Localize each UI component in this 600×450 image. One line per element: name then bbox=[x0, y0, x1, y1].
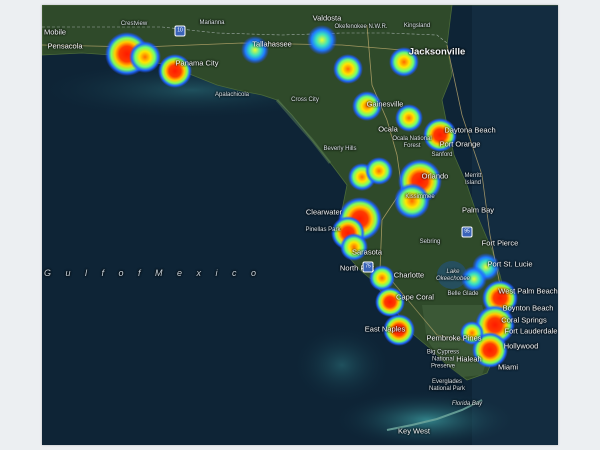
label-gulf-of-mexico: G u l f o f M e x i c o bbox=[44, 268, 263, 278]
label-big-cypress: Big Cypress National Preserve bbox=[426, 349, 460, 370]
label-west-palm-beach: West Palm Beach bbox=[498, 286, 558, 296]
label-panama-city: Panama City bbox=[175, 58, 219, 68]
hotspot-miami[interactable] bbox=[472, 332, 508, 368]
label-tallahassee: Tallahassee bbox=[252, 39, 292, 49]
hotspot-daytona-beach[interactable] bbox=[423, 118, 457, 152]
label-hollywood: Hollywood bbox=[503, 341, 539, 351]
hotspot-cape-coral[interactable] bbox=[375, 287, 405, 317]
label-gainesville: Gainesville bbox=[366, 99, 404, 109]
label-beverly-hills: Beverly Hills bbox=[323, 146, 357, 152]
label-east-naples: East Naples bbox=[364, 324, 406, 334]
hotspot-lake-city[interactable] bbox=[352, 91, 382, 121]
hotspot-naples[interactable] bbox=[383, 314, 415, 346]
label-sarasota: Sarasota bbox=[351, 247, 383, 257]
label-florida-bay: Florida Bay bbox=[451, 401, 483, 407]
hotspot-jacksonville[interactable] bbox=[389, 47, 419, 77]
hotspot-fort-myers[interactable] bbox=[369, 265, 395, 291]
highway-i75 bbox=[366, 24, 403, 271]
label-orlando: Orlando bbox=[421, 171, 449, 181]
label-kissimmee: Kissimmee bbox=[405, 194, 435, 200]
hotspot-valdosta[interactable] bbox=[307, 25, 337, 55]
hotspot-tallahassee[interactable] bbox=[241, 36, 269, 64]
label-lake-okeechobee: Lake Okeechobee bbox=[435, 269, 471, 282]
label-miami: Miami bbox=[498, 362, 518, 372]
label-port-st-lucie: Port St. Lucie bbox=[487, 259, 533, 269]
label-daytona-beach: Daytona Beach bbox=[444, 125, 496, 135]
label-pembroke-pines: Pembroke Pines bbox=[426, 333, 482, 343]
label-sebring: Sebring bbox=[419, 239, 441, 245]
label-fort-pierce: Fort Pierce bbox=[481, 238, 519, 248]
interstate-shield-icon: 10 bbox=[174, 25, 186, 37]
hotspot-sarasota[interactable] bbox=[340, 233, 368, 261]
label-hialeah: Hialeah bbox=[456, 354, 482, 364]
hotspot-kissimmee[interactable] bbox=[394, 183, 430, 219]
label-port-orange: Port Orange bbox=[439, 139, 481, 149]
label-okefenokee: Okefenokee N.W.R. bbox=[334, 24, 388, 30]
label-boynton-beach: Boynton Beach bbox=[502, 303, 554, 313]
label-key-west: Key West bbox=[398, 426, 430, 436]
map-frame[interactable]: Mobile Pensacola Crestview Marianna Pana… bbox=[42, 5, 558, 445]
hotspot-pensacola-east[interactable] bbox=[129, 41, 161, 73]
atlantic-water bbox=[472, 5, 558, 445]
lake-okeechobee bbox=[437, 261, 467, 289]
label-kingsland: Kingsland bbox=[403, 23, 431, 29]
label-jacksonville: Jacksonville bbox=[408, 46, 466, 58]
label-cape-coral: Cape Coral bbox=[396, 292, 434, 302]
label-pinellas-park: Pinellas Park bbox=[305, 227, 341, 233]
label-everglades-np: Everglades National Park bbox=[428, 379, 466, 392]
southwest-shelf bbox=[292, 325, 392, 405]
label-valdosta: Valdosta bbox=[312, 13, 342, 23]
florida-keys bbox=[386, 399, 483, 431]
label-coral-springs: Coral Springs bbox=[501, 315, 547, 325]
label-marianna: Marianna bbox=[199, 20, 225, 26]
hotspot-live-oak[interactable] bbox=[333, 54, 363, 84]
hotspot-port-st-lucie-south[interactable] bbox=[461, 266, 487, 292]
label-merritt-island: Merritt Island bbox=[464, 173, 482, 186]
label-pensacola: Pensacola bbox=[47, 41, 83, 51]
hotspot-brooksville[interactable] bbox=[365, 157, 393, 185]
label-sanford: Sanford bbox=[431, 152, 453, 158]
label-apalachicola: Apalachicola bbox=[214, 92, 250, 98]
hotspot-panama-city[interactable] bbox=[158, 54, 192, 88]
label-clearwater: Clearwater bbox=[305, 207, 343, 217]
map-canvas[interactable] bbox=[42, 5, 558, 445]
label-crestview: Crestview bbox=[120, 21, 148, 27]
interstate-shield-icon: 95 bbox=[461, 226, 473, 238]
label-ocala: Ocala bbox=[378, 124, 398, 134]
interstate-shield-icon: 75 bbox=[362, 261, 374, 273]
label-palm-bay: Palm Bay bbox=[461, 205, 495, 215]
label-north-port: North Port bbox=[339, 263, 375, 273]
label-mobile: Mobile bbox=[43, 27, 67, 37]
big-bend-marsh bbox=[275, 99, 332, 164]
label-ocala-nf: Ocala National Forest bbox=[392, 136, 432, 149]
label-belle-glade: Belle Glade bbox=[447, 291, 479, 297]
label-cross-city: Cross City bbox=[291, 97, 319, 103]
label-charlotte: Charlotte bbox=[393, 270, 425, 280]
heatmap-layer bbox=[105, 25, 518, 368]
label-fort-lauderdale: Fort Lauderdale bbox=[504, 326, 558, 336]
hotspot-pembroke-pines[interactable] bbox=[460, 321, 484, 345]
hotspot-palatka[interactable] bbox=[395, 104, 423, 132]
